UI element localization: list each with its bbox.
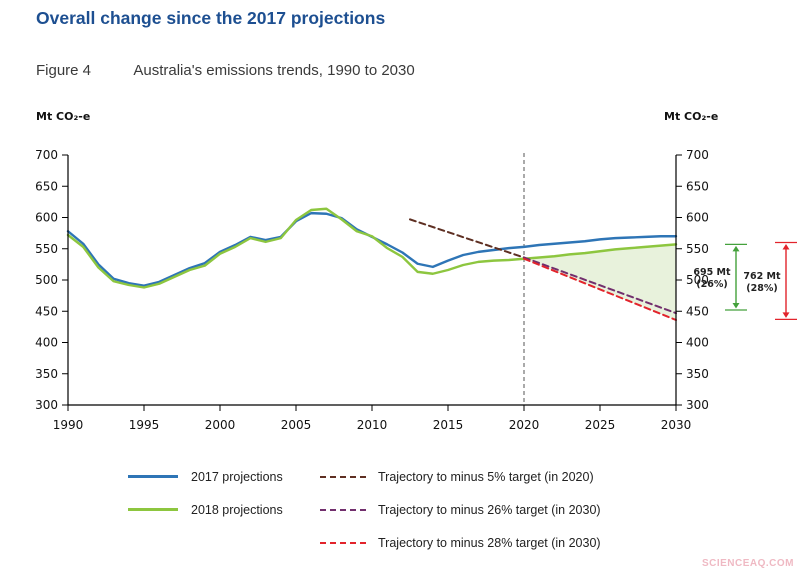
y-tick-label-left: 400 bbox=[35, 336, 58, 350]
series-line-trajectory-to-minus-26-target-in-2030- bbox=[523, 256, 677, 315]
x-tick-label: 2030 bbox=[661, 418, 692, 432]
legend-label: 2017 projections bbox=[191, 469, 283, 484]
y-tick-label-left: 550 bbox=[35, 242, 58, 256]
figure-caption-row: Figure 4 Australia's emissions trends, 1… bbox=[36, 62, 415, 79]
x-tick-label: 2015 bbox=[433, 418, 464, 432]
arrow-up-icon bbox=[732, 245, 740, 252]
legend-label: Trajectory to minus 28% target (in 2030) bbox=[378, 535, 601, 550]
shaded-abatement-area bbox=[524, 244, 676, 320]
legend-column-trajectories: Trajectory to minus 5% target (in 2020) … bbox=[320, 460, 601, 559]
y-tick-label-right: 550 bbox=[686, 242, 709, 256]
series-line-2018-projections bbox=[66, 207, 678, 289]
x-tick-label: 1995 bbox=[129, 418, 160, 432]
annotation-label: 762 Mt bbox=[743, 271, 781, 282]
legend-item: 2017 projections bbox=[128, 460, 320, 493]
figure-caption: Australia's emissions trends, 1990 to 20… bbox=[133, 62, 415, 79]
y-tick-label-left: 500 bbox=[35, 273, 58, 287]
x-tick-label: 2010 bbox=[357, 418, 388, 432]
y-tick-label-left: 300 bbox=[35, 398, 58, 412]
x-tick-label: 2020 bbox=[509, 418, 540, 432]
arrow-up-icon bbox=[782, 244, 790, 250]
y-tick-label-right: 350 bbox=[686, 367, 709, 381]
legend-item: Trajectory to minus 28% target (in 2030) bbox=[320, 526, 601, 559]
y-tick-label-left: 650 bbox=[35, 179, 58, 193]
y-tick-label-left: 450 bbox=[35, 304, 58, 318]
chart-legend: 2017 projections 2018 projections Trajec… bbox=[128, 460, 601, 559]
y-tick-label-left: 700 bbox=[35, 148, 58, 162]
y-tick-label-right: 650 bbox=[686, 179, 709, 193]
figure-label: Figure 4 bbox=[36, 62, 92, 79]
annotation-label: 695 Mt bbox=[693, 267, 731, 278]
arrow-down-icon bbox=[732, 303, 740, 309]
page-title: Overall change since the 2017 projection… bbox=[36, 8, 386, 28]
legend-label: 2018 projections bbox=[191, 502, 283, 517]
legend-swatch-minus-28-target bbox=[320, 541, 366, 544]
y-axis-title-left: Mt CO₂-e bbox=[36, 110, 90, 123]
x-tick-label: 2025 bbox=[585, 418, 616, 432]
x-tick-label: 2000 bbox=[205, 418, 236, 432]
legend-swatch-minus-5-target bbox=[320, 475, 366, 478]
legend-swatch-2018-projections bbox=[128, 508, 178, 511]
y-tick-label-right: 450 bbox=[686, 304, 709, 318]
y-tick-label-right: 500 bbox=[686, 273, 709, 287]
series-line-trajectory-to-minus-5-target-in-2020- bbox=[409, 218, 525, 259]
legend-item: 2018 projections bbox=[128, 493, 320, 526]
arrow-down-icon bbox=[782, 312, 790, 318]
legend-label: Trajectory to minus 26% target (in 2030) bbox=[378, 502, 601, 517]
legend-swatch-minus-26-target bbox=[320, 508, 366, 511]
y-axis-title-right: Mt CO₂-e bbox=[664, 110, 718, 123]
y-tick-label-right: 400 bbox=[686, 336, 709, 350]
legend-label: Trajectory to minus 5% target (in 2020) bbox=[378, 469, 594, 484]
annotation-label: (26%) bbox=[696, 279, 727, 290]
legend-item: Trajectory to minus 26% target (in 2030) bbox=[320, 493, 601, 526]
legend-swatch-2017-projections bbox=[128, 475, 178, 478]
legend-item: Trajectory to minus 5% target (in 2020) bbox=[320, 460, 601, 493]
x-tick-label: 1990 bbox=[53, 418, 84, 432]
y-tick-label-left: 600 bbox=[35, 211, 58, 225]
y-tick-label-right: 700 bbox=[686, 148, 709, 162]
legend-column-projections: 2017 projections 2018 projections bbox=[128, 460, 320, 559]
y-tick-label-right: 300 bbox=[686, 398, 709, 412]
y-tick-label-right: 600 bbox=[686, 211, 709, 225]
y-tick-label-left: 350 bbox=[35, 367, 58, 381]
x-tick-label: 2005 bbox=[281, 418, 312, 432]
series-line-trajectory-to-minus-28-target-in-2030- bbox=[523, 257, 677, 321]
watermark: SCIENCEAQ.COM bbox=[701, 558, 794, 569]
annotation-label: (28%) bbox=[746, 283, 777, 294]
